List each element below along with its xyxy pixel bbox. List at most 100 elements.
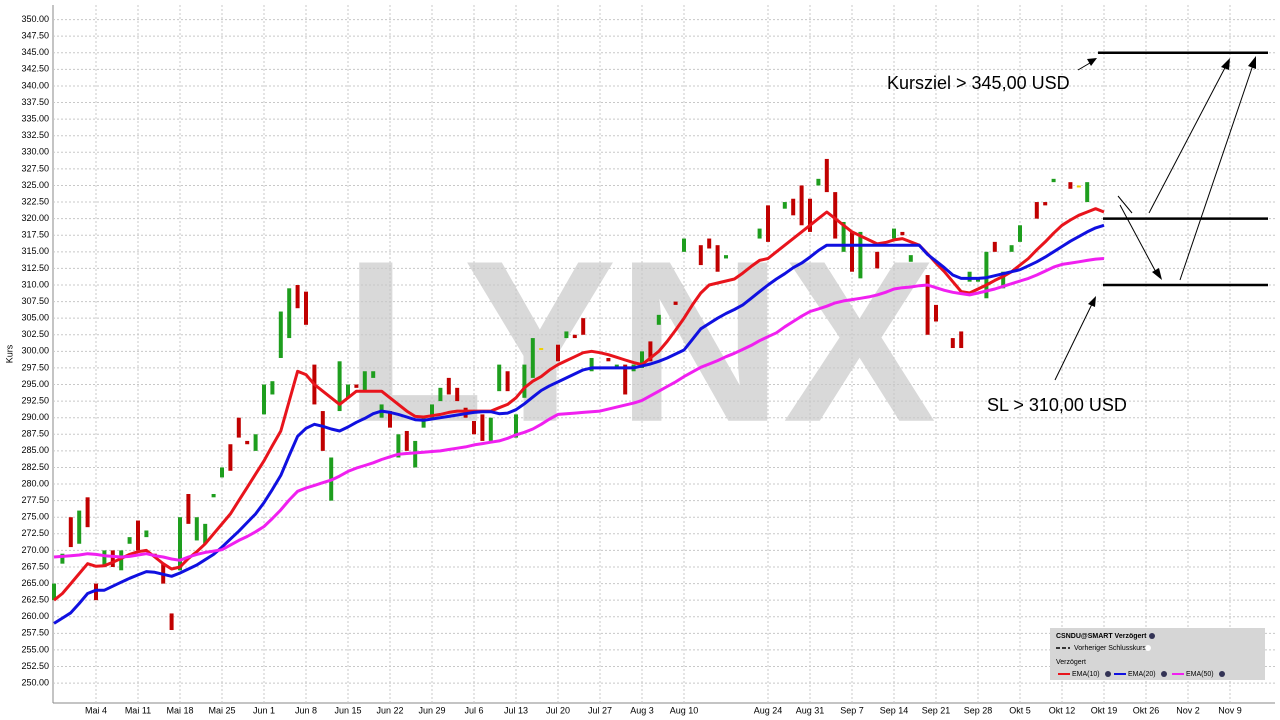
x-tick-label: Jul 13: [504, 705, 528, 715]
legend-icon: [1105, 671, 1111, 677]
price-bar: [68, 517, 73, 548]
x-tick-label: Jun 1: [253, 705, 275, 715]
price-bar: [992, 241, 997, 252]
price-bar: [564, 331, 569, 339]
x-tick-label: Sep 21: [922, 705, 951, 715]
y-tick-label: 272.50: [21, 528, 49, 538]
x-tick-label: Jul 27: [588, 705, 612, 715]
price-bar: [404, 430, 409, 451]
y-tick-label: 250.00: [21, 677, 49, 687]
price-bar: [136, 520, 140, 551]
y-tick-label: 277.50: [21, 495, 49, 505]
y-tick-label: 297.50: [21, 362, 49, 372]
y-tick-label: 270.00: [21, 545, 49, 555]
price-bar: [488, 417, 493, 441]
price-bar: [102, 550, 107, 567]
price-bar: [682, 238, 686, 252]
y-tick-label: 342.50: [21, 64, 49, 74]
price-bar: [1051, 178, 1056, 183]
price-bar: [841, 221, 846, 252]
y-tick-label: 275.00: [21, 512, 49, 522]
arrow: [1179, 61, 1255, 281]
annotation: SL > 310,00 USD: [987, 395, 1127, 415]
price-bar: [908, 255, 913, 262]
price-bar: [220, 467, 224, 478]
y-tick-label: 307.50: [21, 296, 49, 306]
y-tick-label: 285.00: [21, 445, 49, 455]
price-bar: [337, 361, 342, 412]
price-bar: [757, 228, 762, 239]
price-bar: [934, 304, 938, 322]
y-tick-label: 292.50: [21, 395, 49, 405]
x-tick-label: Mai 11: [125, 705, 151, 715]
x-tick-label: Okt 26: [1133, 705, 1160, 715]
y-tick-label: 262.50: [21, 595, 49, 605]
price-bar: [287, 288, 292, 339]
legend-icon: [1161, 671, 1167, 677]
price-bar: [589, 357, 594, 372]
arrow: [1054, 301, 1094, 381]
y-axis-label: Kurs: [4, 344, 14, 363]
price-bar: [270, 381, 275, 395]
y-tick-label: 332.50: [21, 130, 49, 140]
y-tick-label: 260.00: [21, 611, 49, 621]
price-bar: [623, 364, 628, 395]
price-bar: [522, 364, 527, 398]
price-bar: [362, 371, 367, 392]
arrow-head: [1087, 58, 1097, 66]
ema-line: [53, 223, 1105, 625]
price-bar: [388, 411, 392, 428]
price-bar: [1076, 185, 1081, 188]
price-bar: [539, 348, 544, 351]
price-bar: [1085, 182, 1090, 203]
y-tick-label: 300.00: [21, 346, 49, 356]
price-bar: [497, 364, 502, 392]
price-bar: [304, 291, 308, 325]
price-bar: [85, 497, 90, 528]
legend-label: Vorheriger Schlusskurs: [1074, 645, 1146, 652]
price-bar: [211, 493, 216, 498]
price-bar: [950, 338, 955, 349]
x-tick-label: Jun 22: [376, 705, 403, 715]
y-tick-label: 290.00: [21, 412, 49, 422]
x-tick-label: Okt 5: [1009, 705, 1031, 715]
price-bar: [396, 434, 401, 458]
price-bar: [967, 271, 972, 282]
price-bar: [782, 202, 787, 209]
arrow-head: [1088, 296, 1096, 307]
x-tick-label: Mai 4: [85, 705, 107, 715]
legend-box: [1050, 628, 1265, 680]
price-bar: [984, 251, 989, 299]
price-bar: [119, 550, 124, 571]
price-bar: [346, 384, 350, 398]
price-bar: [52, 583, 56, 601]
x-tick-label: Jun 8: [295, 705, 317, 715]
price-bar: [245, 440, 250, 445]
price-bar: [60, 553, 65, 564]
price-bar: [614, 364, 619, 368]
marks: [52, 158, 1105, 631]
price-bar: [900, 231, 905, 236]
y-tick-label: 325.00: [21, 180, 49, 190]
price-bar: [320, 411, 325, 451]
x-tick-label: Aug 10: [670, 705, 699, 715]
price-bar: [673, 301, 678, 305]
price-bar: [556, 344, 560, 362]
price-bar: [1001, 271, 1006, 289]
price-bar: [707, 238, 712, 249]
price-bar: [816, 178, 821, 186]
x-tick-label: Aug 3: [630, 705, 654, 715]
x-tick-label: Mai 25: [208, 705, 235, 715]
x-tick-label: Jul 6: [464, 705, 483, 715]
watermark: LYNX: [344, 213, 936, 470]
x-tick-label: Aug 24: [754, 705, 783, 715]
x-tick-label: Okt 12: [1049, 705, 1076, 715]
y-tick-label: 317.50: [21, 230, 49, 240]
y-tick-label: 310.00: [21, 279, 49, 289]
price-bar: [472, 421, 476, 435]
price-bar: [505, 371, 510, 392]
price-bar: [1034, 202, 1039, 219]
arrow-head: [1248, 56, 1256, 69]
y-tick-label: 350.00: [21, 14, 49, 24]
